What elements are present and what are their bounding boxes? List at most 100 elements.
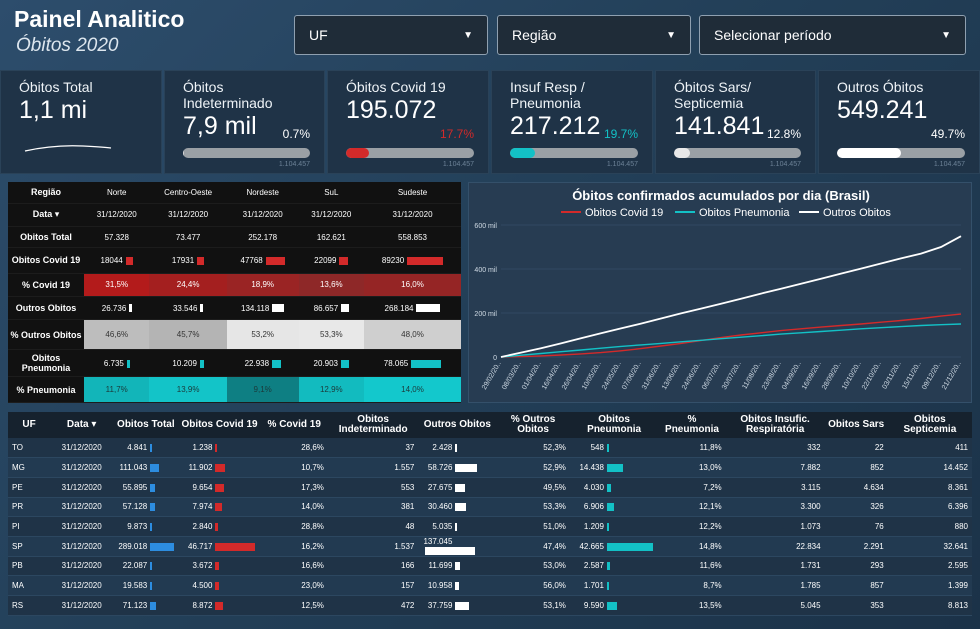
table-value: 19.583 — [122, 581, 148, 591]
table-cell: 48 — [327, 516, 419, 537]
state-header-cell[interactable]: % Covid 19 — [260, 412, 328, 438]
table-bar — [606, 463, 623, 472]
table-cell: 53,3% — [496, 497, 570, 518]
table-cell: 31/12/2020 — [50, 556, 114, 577]
table-row[interactable]: TO 31/12/2020 4.841 1.238 28,6% 37 2.428 52,3% 5… — [8, 438, 972, 459]
periodo-dropdown-label: Selecionar período — [714, 27, 832, 43]
state-header-cell[interactable]: Outros Obitos — [418, 412, 497, 438]
state-header-cell[interactable]: UF — [8, 412, 51, 438]
periodo-dropdown[interactable]: Selecionar período ▼ — [699, 15, 966, 55]
table-cell: 47,4% — [496, 536, 570, 557]
table-row[interactable]: PB 31/12/2020 22.087 3.672 16,6% 166 11.699 53,… — [8, 556, 972, 577]
state-header-cell[interactable]: % Pneumonia — [658, 412, 726, 438]
state-header-label: % Outros Obitos — [510, 414, 556, 435]
region-header-cell[interactable]: Norte — [84, 182, 150, 204]
regiao-dropdown[interactable]: Região ▼ — [497, 15, 691, 55]
state-header-cell[interactable]: Obitos Covid 19 — [178, 412, 261, 438]
region-cell: 46,6% — [84, 319, 150, 350]
table-bar — [606, 443, 609, 452]
table-cell: 548 — [569, 438, 659, 459]
x-tick-label: 22/10/20.. — [861, 360, 883, 391]
table-cell: 4.030 — [569, 477, 659, 498]
region-covid-bar — [339, 256, 349, 265]
region-row-label: % Outros Obitos — [8, 319, 84, 350]
state-header-cell[interactable]: Data ▾ — [50, 412, 114, 438]
state-header-cell[interactable]: Obitos Indeterminado — [327, 412, 419, 438]
table-row[interactable]: PE 31/12/2020 55.895 9.654 17,3% 553 27.675 49,… — [8, 477, 972, 498]
kpi-label: Óbitos Sars/ Septicemia — [674, 79, 752, 111]
table-cell: 353 — [824, 595, 888, 616]
table-row[interactable]: RS 31/12/2020 71.123 8.872 12,5% 472 37.759 53,… — [8, 595, 972, 616]
table-value: 4.030 — [583, 482, 604, 492]
x-tick-label: 23/08/20.. — [761, 360, 783, 391]
chevron-down-icon: ▼ — [666, 30, 676, 41]
state-header-label: Outros Obitos — [423, 419, 491, 430]
kpi-percent: 49.7% — [930, 127, 965, 141]
table-row[interactable]: MA 31/12/2020 19.583 4.500 23,0% 157 10.958 56,… — [8, 575, 972, 596]
state-header-cell[interactable]: Obitos Pneumonia — [569, 412, 659, 438]
table-value: 55.895 — [122, 482, 148, 492]
table-bar — [455, 443, 458, 452]
table-cell: 1.701 — [569, 575, 659, 596]
region-header-cell[interactable]: SuL — [298, 182, 365, 204]
table-row[interactable]: MG 31/12/2020 111.043 11.902 10,7% 1.557 58.72… — [8, 457, 972, 478]
x-tick-label: 31/06/20.. — [641, 360, 663, 391]
table-cell: 852 — [824, 457, 888, 478]
state-header-cell[interactable]: Obitos Septicemia — [887, 412, 972, 438]
state-header-cell[interactable]: Obitos Sars — [824, 412, 888, 438]
region-pneumonia-bar — [199, 359, 204, 368]
region-value: 20.903 — [313, 358, 338, 368]
series-line-0[interactable] — [500, 313, 962, 358]
table-value: 14.438 — [579, 463, 604, 473]
series-line-1[interactable] — [500, 323, 962, 358]
table-cell: 46.717 — [178, 536, 261, 557]
table-row[interactable]: PI 31/12/2020 9.873 2.840 28,8% 48 5.035 51,0% 1… — [8, 516, 972, 537]
region-row-covid: Obitos Covid 19 18044 17931 47768 22099 … — [8, 247, 461, 274]
table-cell: 4.634 — [824, 477, 888, 498]
table-cell: 14.438 — [569, 457, 659, 478]
table-bar — [215, 542, 256, 551]
region-cell: 53,3% — [298, 319, 365, 350]
region-header-cell[interactable]: Centro-Oeste — [149, 182, 227, 204]
table-value: 9.654 — [192, 482, 213, 492]
region-outros-bar — [341, 304, 349, 313]
table-bar — [150, 601, 157, 610]
table-cell: 8.872 — [178, 595, 261, 616]
state-header-cell[interactable]: Obitos Total — [113, 412, 179, 438]
table-value: 289.018 — [118, 541, 148, 551]
region-cell: 31/12/2020 — [226, 203, 299, 228]
table-cell: 6.396 — [887, 497, 972, 518]
table-cell: PI — [8, 516, 51, 537]
table-value: 4.841 — [127, 443, 148, 453]
region-header-cell[interactable]: Região — [8, 182, 84, 204]
table-row[interactable]: SP 31/12/2020 289.018 46.717 16,2% 1.537 137.0… — [8, 536, 972, 557]
region-value: 89230 — [381, 255, 405, 265]
region-header-row: Região Norte Centro-Oeste Nordeste SuL S… — [8, 182, 461, 204]
region-row-label[interactable]: Data ▾ — [8, 203, 84, 228]
table-value: 137.045 — [423, 537, 453, 547]
table-bar — [150, 542, 175, 551]
region-cell: 53,2% — [226, 319, 299, 350]
table-cell: 30.460 — [418, 497, 497, 518]
region-row-pct-covid: % Covid 19 31,5% 24,4% 18,9% 13,6% 16,0% — [8, 273, 461, 297]
table-value: 9.873 — [127, 522, 148, 532]
series-line-2[interactable] — [500, 235, 962, 358]
line-chart: Óbitos confirmados acumulados por dia (B… — [474, 188, 962, 391]
table-row[interactable]: PR 31/12/2020 57.128 7.974 14,0% 381 30.460 53,… — [8, 497, 972, 518]
state-header-cell[interactable]: Obitos Insufic. Respiratória — [725, 412, 825, 438]
kpi-outros-obitos: Outros Óbitos 549.241 49.7% 1.104.457 — [818, 70, 980, 174]
uf-dropdown[interactable]: UF ▼ — [294, 15, 488, 55]
state-header-cell[interactable]: % Outros Obitos — [496, 412, 570, 438]
region-header-cell[interactable]: Sudeste — [364, 182, 461, 204]
table-cell: 2.428 — [418, 438, 497, 459]
table-bar — [425, 547, 476, 556]
table-cell: 8.361 — [887, 477, 972, 498]
table-cell: 11,6% — [658, 556, 726, 577]
kpi-percent: 19.7% — [603, 127, 638, 141]
region-cell: 9,1% — [226, 376, 299, 403]
table-value: 58.726 — [427, 463, 453, 473]
region-header-cell[interactable]: Nordeste — [226, 182, 299, 204]
table-cell: 12,5% — [260, 595, 328, 616]
chart-title: Óbitos confirmados acumulados por dia (B… — [572, 188, 870, 203]
legend-label: Obitos Pneumonia — [699, 207, 790, 219]
